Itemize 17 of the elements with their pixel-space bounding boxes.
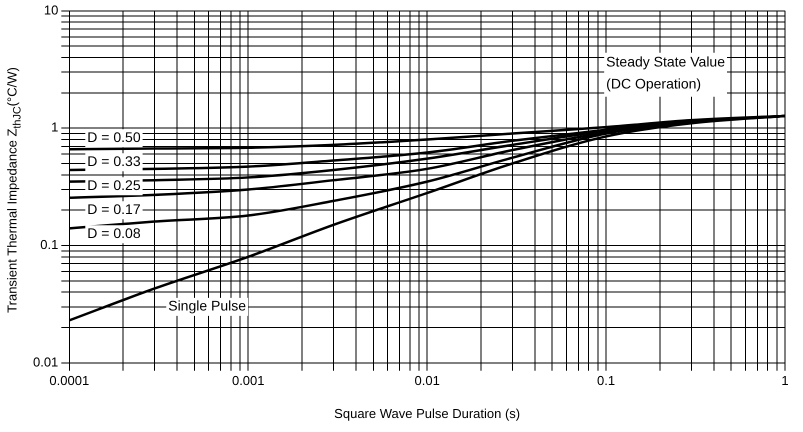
x-tick-label: 0.0001 xyxy=(49,373,90,388)
series-label: D = 0.50 xyxy=(87,129,141,146)
x-axis-title: Square Wave Pulse Duration (s) xyxy=(334,406,520,421)
y-tick-label: 1 xyxy=(51,120,58,135)
series-label: D = 0.25 xyxy=(87,177,141,194)
y-tick-label: 10 xyxy=(44,2,58,18)
x-tick-label: 0.001 xyxy=(232,373,264,388)
x-tick-label: 0.1 xyxy=(597,373,616,388)
y-tick-label: 0.1 xyxy=(40,237,58,252)
annotation: Steady State Value (DC Operation) xyxy=(606,54,726,92)
series-label: Single Pulse xyxy=(168,298,246,314)
x-tick-label: 0.01 xyxy=(414,373,440,388)
y-tick-label: 0.01 xyxy=(32,354,58,370)
series-label: D = 0.33 xyxy=(87,153,141,170)
x-tick-label: 1 xyxy=(781,373,789,388)
series-label: D = 0.08 xyxy=(87,225,141,242)
series-label: D = 0.17 xyxy=(87,201,141,218)
